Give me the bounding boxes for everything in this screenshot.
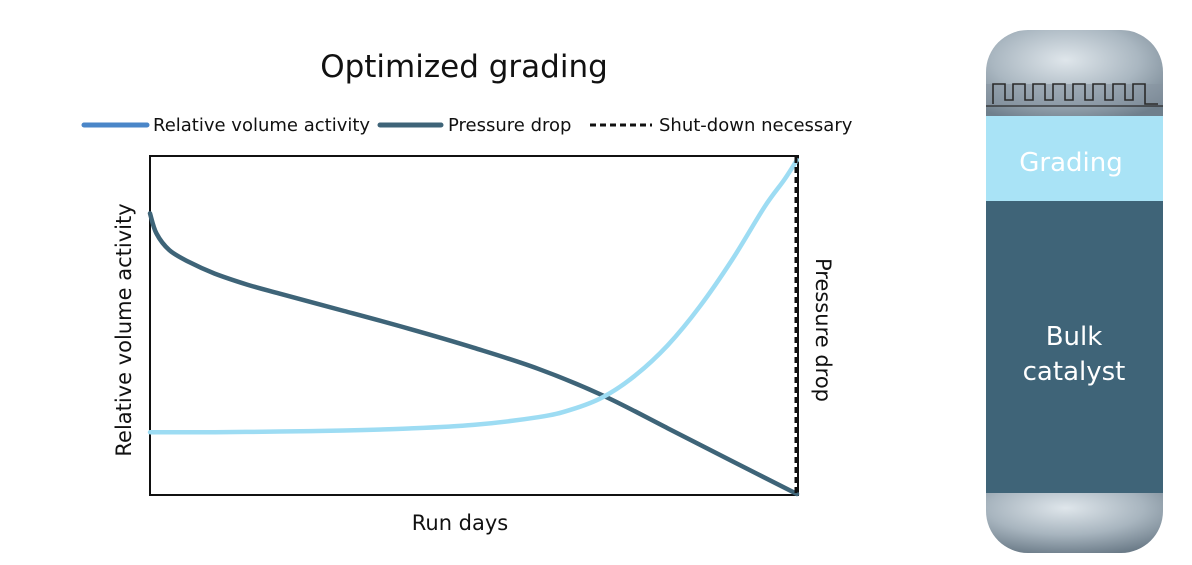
x-axis-label: Run days (412, 511, 509, 535)
reactor-support-grid (992, 83, 1158, 105)
legend-label-relative-volume-activity: Relative volume activity (153, 115, 370, 136)
legend-label-shut-down-necessary: Shut-down necessary (659, 115, 853, 136)
reactor-vessel: Grading Bulk catalyst (986, 30, 1163, 553)
bulk-catalyst-label-line2: catalyst (1023, 357, 1126, 387)
chart-title: Optimized grading (320, 49, 608, 85)
reactor-bottom-cap (986, 493, 1163, 553)
y2-axis-label: Pressure drop (811, 258, 835, 402)
y-axis-label: Relative volume activity (112, 203, 136, 456)
series-line-relative-volume-activity (147, 157, 800, 435)
grading-label: Grading (1019, 148, 1122, 178)
legend-label-pressure-drop: Pressure drop (448, 115, 571, 136)
bulk-catalyst-label-line1: Bulk (1046, 322, 1103, 352)
grading-layer (986, 116, 1163, 201)
series-line-pressure-drop (147, 211, 800, 497)
legend: Relative volume activity Pressure drop S… (81, 115, 853, 136)
plot-frame (149, 155, 799, 496)
series-layer (147, 157, 800, 497)
bulk-catalyst-layer (986, 201, 1163, 493)
